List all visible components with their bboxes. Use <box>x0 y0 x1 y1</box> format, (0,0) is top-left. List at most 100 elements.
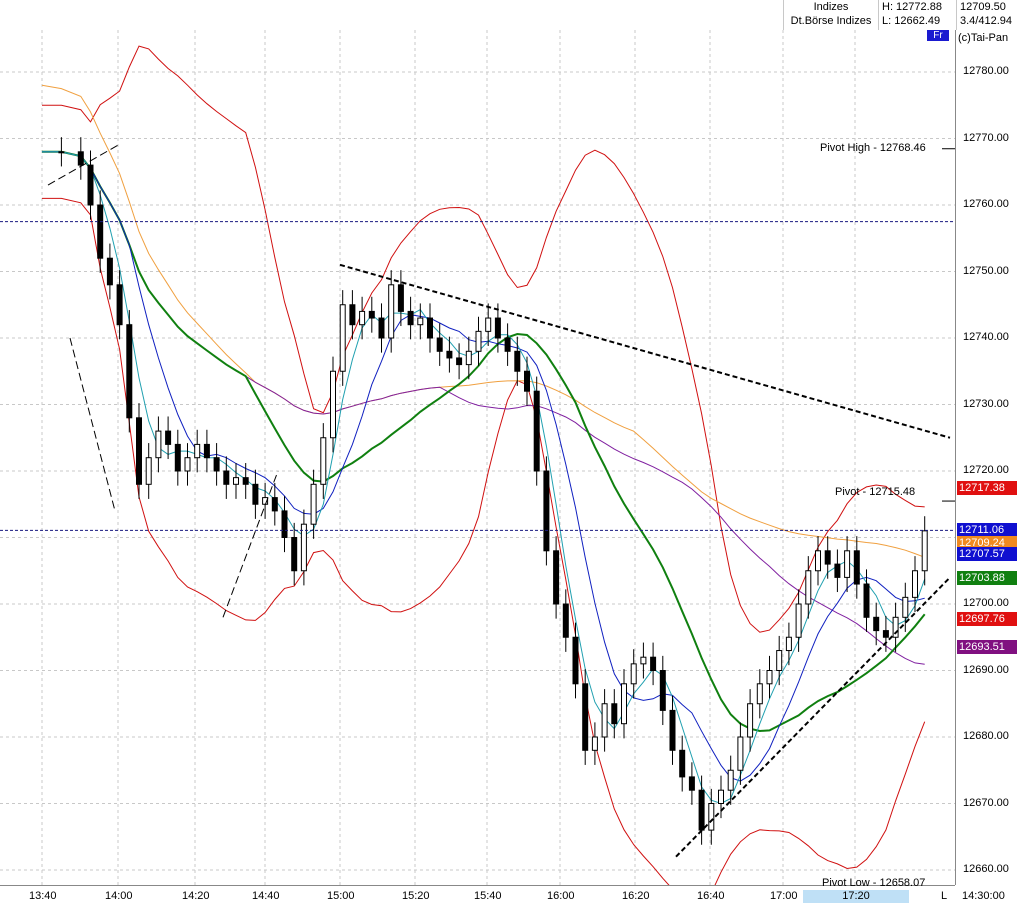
candle-body-41 <box>456 357 463 366</box>
candle-body-13 <box>184 457 191 472</box>
x-tick-label: 15:40 <box>474 890 502 902</box>
candle-body-12 <box>174 443 181 472</box>
price-tag: 12707.57 <box>957 546 1017 561</box>
candle-body-38 <box>427 317 433 339</box>
candle-body-23 <box>281 510 288 538</box>
candle-body-36 <box>407 310 414 326</box>
candle-body-8 <box>136 417 142 485</box>
candle-body-54 <box>582 683 589 751</box>
candle-body-4 <box>97 204 104 259</box>
candle-body-15 <box>203 443 210 459</box>
candle-body-16 <box>213 457 220 472</box>
y-tick-label: 12720.00 <box>963 464 1009 476</box>
candle-body-86 <box>892 616 899 638</box>
candle-body-35 <box>397 284 404 312</box>
y-tick-label: 12700.00 <box>963 597 1009 609</box>
pivot-low-label: Pivot Low - 12658.07 <box>822 877 926 889</box>
candle-body-83 <box>863 583 870 618</box>
trendline-short-1 <box>47 144 119 186</box>
candle-body-89 <box>921 530 928 572</box>
candle-body-85 <box>882 630 889 638</box>
price-tag: 12693.51 <box>957 640 1017 655</box>
candle-body-69 <box>727 769 734 791</box>
l-button[interactable]: L <box>941 890 948 902</box>
candle-body-7 <box>126 324 133 419</box>
x-tick-label: 13:40 <box>29 890 57 902</box>
trendline-up <box>675 576 951 858</box>
candle-body-22 <box>271 497 278 512</box>
candle-body-3 <box>87 164 94 206</box>
ma-green <box>42 150 926 733</box>
candle-body-33 <box>378 317 385 339</box>
candle-body-46 <box>504 337 511 352</box>
candle-body-60 <box>640 656 647 665</box>
price-axis <box>955 30 1018 885</box>
trendline-down <box>339 263 951 439</box>
candle-body-14 <box>194 443 201 459</box>
time-cursor[interactable]: 17:20 <box>803 890 909 903</box>
candle-body-76 <box>795 603 802 638</box>
x-tick-label: 16:00 <box>547 890 575 902</box>
candle-body-73 <box>766 670 773 685</box>
candle-body-48 <box>524 370 530 392</box>
candle-body-1 <box>58 151 65 154</box>
candle-body-57 <box>611 703 618 725</box>
x-tick-label: 16:20 <box>622 890 650 902</box>
candle-body-45 <box>494 317 501 339</box>
y-tick-label: 12660.00 <box>963 863 1009 875</box>
instrument-name: Indizes <box>813 1 849 13</box>
x-tick-label: 14:40 <box>252 890 280 902</box>
exchange-name: Dt.Börse Indizes <box>790 15 872 27</box>
last-price: 12709.50 <box>960 1 1006 13</box>
candle-body-70 <box>737 736 744 771</box>
candle-body-58 <box>621 683 627 725</box>
candle-body-59 <box>630 663 637 685</box>
x-tick-label: 15:20 <box>402 890 430 902</box>
y-tick-label: 12730.00 <box>963 397 1009 410</box>
candle-body-64 <box>679 749 686 778</box>
candle-body-18 <box>233 477 239 485</box>
candle-body-71 <box>747 703 754 738</box>
candle-body-62 <box>659 670 666 711</box>
candle-body-74 <box>776 650 783 671</box>
candle-body-30 <box>349 304 356 326</box>
day-badge[interactable]: Fr <box>927 30 949 41</box>
candle-body-17 <box>223 470 230 485</box>
header-last: 12709.50 3.4/412.94 <box>956 0 1018 30</box>
price-tag: 12703.88 <box>957 571 1017 586</box>
clock-time: 14:30:00 <box>962 890 1005 902</box>
candle-body-50 <box>543 470 550 552</box>
y-tick-label: 12770.00 <box>963 131 1009 144</box>
candle-body-9 <box>145 457 152 485</box>
y-tick-label: 12690.00 <box>963 663 1009 676</box>
candle-body-65 <box>688 776 695 791</box>
candle-body-72 <box>756 683 763 705</box>
change-value: 3.4/412.94 <box>960 15 1012 27</box>
header-instrument: Indizes Dt.Börse Indizes <box>783 0 878 30</box>
candle-body-10 <box>155 430 162 459</box>
ma-purple <box>42 151 925 665</box>
y-tick-label: 12680.00 <box>963 730 1009 742</box>
ma-cyan <box>42 151 926 805</box>
x-tick-label: 14:00 <box>105 890 133 902</box>
header-high-low: H: 12772.88 L: 12662.49 <box>878 0 955 30</box>
candle-body-44 <box>485 317 492 332</box>
candle-body-55 <box>591 736 598 751</box>
y-tick-label: 12780.00 <box>963 65 1009 77</box>
candle-body-43 <box>475 330 482 352</box>
bollinger-lower <box>42 197 926 903</box>
candle-body-53 <box>572 636 579 685</box>
candle-body-63 <box>669 709 676 751</box>
candle-body-68 <box>718 789 724 805</box>
candle-body-87 <box>902 596 909 618</box>
candle-body-67 <box>708 803 715 831</box>
candle-body-77 <box>805 570 812 605</box>
high-value: H: 12772.88 <box>882 1 942 13</box>
x-tick-label: 15:00 <box>327 890 355 902</box>
y-tick-label: 12740.00 <box>963 331 1009 343</box>
price-tag: 12717.38 <box>957 481 1017 496</box>
ma-long-orange <box>41 84 925 558</box>
candle-body-34 <box>388 284 395 339</box>
candle-body-24 <box>291 537 298 572</box>
